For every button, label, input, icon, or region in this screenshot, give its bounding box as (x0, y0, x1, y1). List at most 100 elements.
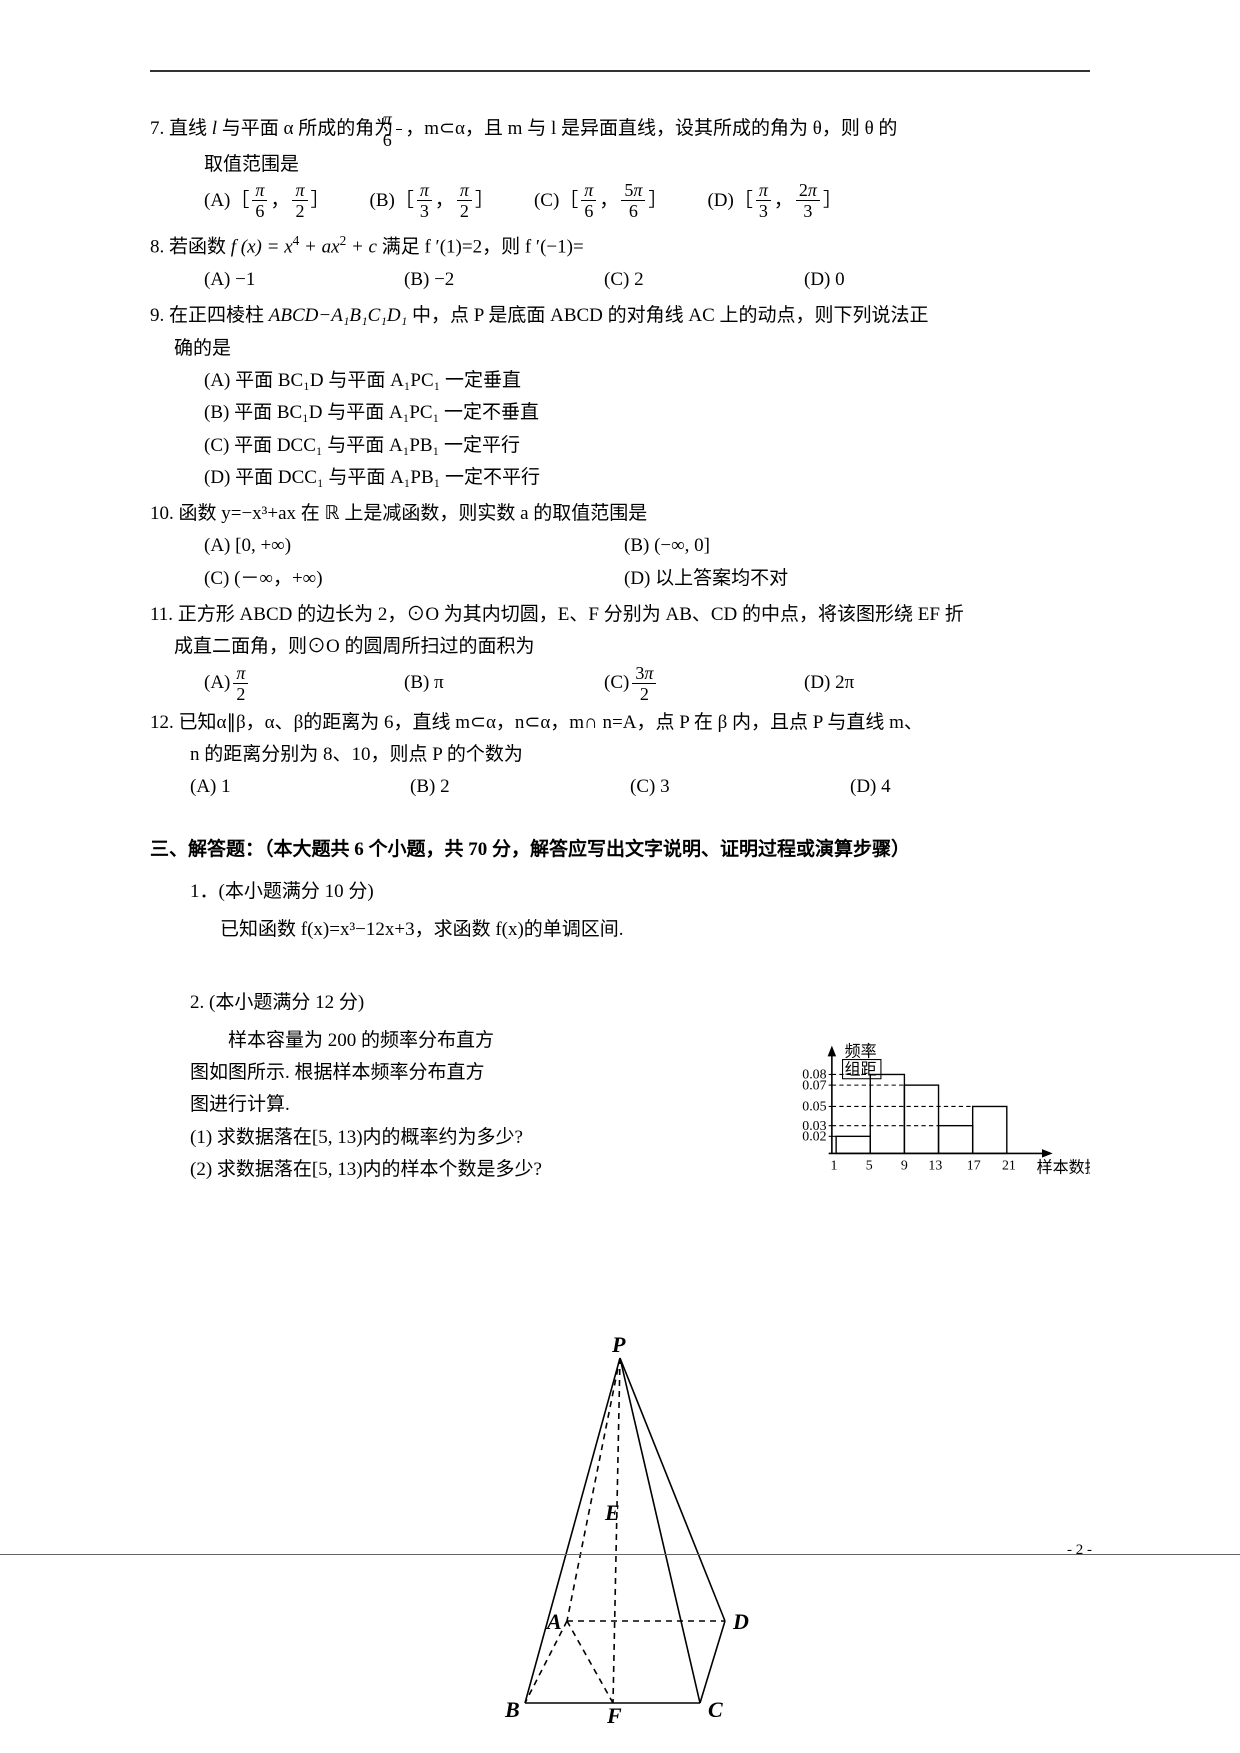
p2-l4: (1) 求数据落在[5, 13)内的概率约为多少? (190, 1122, 740, 1154)
p2-l3: 图进行计算. (190, 1089, 740, 1121)
p2-text: 样本容量为 200 的频率分布直方 图如图所示. 根据样本频率分布直方 图进行计… (190, 1025, 740, 1186)
pi: π (633, 180, 642, 200)
q11-opts: (A) π2 (B) π (C) 3π2 (D) 2π (150, 664, 1090, 703)
top-rule (150, 70, 1090, 72)
question-9: 9. 在正四棱柱 ABCD−A₁B₁C₁D₁ 中，点 P 是底面 ABCD 的对… (150, 300, 1090, 494)
svg-text:A: A (545, 1609, 562, 1634)
q10-D: (D) 以上答案均不对 (624, 563, 788, 595)
q11-b: 成直二面角，则⊙O 的圆周所扫过的面积为 (150, 631, 1090, 663)
f: 5π6 (621, 181, 645, 220)
frac-pi6: π6 (396, 110, 402, 149)
q11-a: 11. 正方形 ABCD 的边长为 2，⊙O 为其内切圆，E、F 分别为 AB、… (150, 599, 1090, 631)
svg-text:F: F (606, 1703, 622, 1728)
d: 3 (417, 201, 432, 220)
q9-stem: 9. 在正四棱柱 ABCD−A₁B₁C₁D₁ 中，点 P 是底面 ABCD 的对… (150, 300, 1090, 332)
q12-A: (A) 1 (190, 771, 370, 803)
q10-opts-2: (C) (－∞，+∞) (D) 以上答案均不对 (150, 563, 1090, 595)
c: ， (599, 185, 618, 217)
bottom-rule (0, 1554, 1240, 1555)
q10-opts-1: (A) [0, +∞) (B) (−∞, 0] (150, 530, 1090, 562)
l: (A) (204, 667, 230, 699)
svg-text:P: P (611, 1333, 626, 1357)
p1-body: 已知函数 f(x)=x³−12x+3，求函数 f(x)的单调区间. (150, 914, 1090, 946)
n: π (581, 181, 596, 201)
f: π6 (581, 181, 596, 220)
q12-a: 12. 已知α∥β，α、β的距离为 6，直线 m⊂α，n⊂α，m∩ n=A，点 … (150, 707, 1090, 739)
f: 2π3 (796, 181, 820, 220)
svg-text:13: 13 (928, 1157, 942, 1172)
svg-text:17: 17 (967, 1157, 981, 1172)
question-7: 7. 直线 l 与平面 α 所成的角为π6，m⊂α，且 m 与 l 是异面直线，… (150, 110, 1090, 220)
q7-stem: 7. 直线 l 与平面 α 所成的角为π6，m⊂α，且 m 与 l 是异面直线，… (150, 110, 1090, 149)
d: 6 (396, 130, 402, 149)
p2-l5: (2) 求数据落在[5, 13)内的样本个数是多少? (190, 1154, 740, 1186)
svg-text:9: 9 (901, 1157, 908, 1172)
t: 8. 若函数 (150, 237, 231, 258)
lbl: (A)［ (204, 185, 249, 217)
page-number: - 2 - (1067, 1538, 1092, 1564)
p2-header: 2. (本小题满分 12 分) (150, 987, 1090, 1019)
d: 2 (632, 684, 656, 703)
svg-text:0.02: 0.02 (802, 1128, 826, 1143)
f: π2 (457, 181, 472, 220)
p2-wrap: 样本容量为 200 的频率分布直方 图如图所示. 根据样本频率分布直方 图进行计… (150, 1025, 1090, 1205)
svg-text:D: D (732, 1609, 749, 1634)
f: π3 (417, 181, 432, 220)
t: 与平面 α 所成的角为 (217, 118, 393, 139)
t: 9. 在正四棱柱 (150, 305, 269, 326)
q12-C: (C) 3 (630, 771, 810, 803)
q8-C: (C) 2 (604, 264, 764, 296)
d: 6 (252, 201, 267, 220)
p2-l2: 图如图所示. 根据样本频率分布直方 (190, 1057, 740, 1089)
question-10: 10. 函数 y=−x³+ax 在 ℝ 上是减函数，则实数 a 的取值范围是 (… (150, 498, 1090, 595)
q9-A: (A) 平面 BC₁D 与平面 A₁PC₁ 一定垂直 (150, 365, 1090, 397)
c: ， (774, 185, 793, 217)
pi: π (644, 663, 653, 683)
svg-text:频率: 频率 (845, 1042, 877, 1060)
svg-text:1: 1 (831, 1157, 838, 1172)
n: 5π (621, 181, 645, 201)
pyramid-figure: PADBCEF (465, 1333, 775, 1733)
q8-stem: 8. 若函数 f (x) = x4 + ax2 + c 满足 f ′(1)=2，… (150, 230, 1090, 264)
lbl: (D)［ (707, 185, 752, 217)
question-12: 12. 已知α∥β，α、β的距离为 6，直线 m⊂α，n⊂α，m∩ n=A，点 … (150, 707, 1090, 804)
svg-text:21: 21 (1002, 1157, 1016, 1172)
q11-D: (D) 2π (804, 664, 854, 703)
q9-D: (D) 平面 DCC₁ 与平面 A₁PB₁ 一定不平行 (150, 462, 1090, 494)
n: 2π (796, 181, 820, 201)
svg-text:0.05: 0.05 (802, 1099, 826, 1114)
rb: ］ (823, 185, 842, 217)
n: π (252, 181, 267, 201)
t: 中，点 P 是底面 ABCD 的对角线 AC 上的动点，则下列说法正 (407, 305, 928, 326)
q12-b: n 的距离分别为 8、10，则点 P 的个数为 (150, 739, 1090, 771)
q9-B: (B) 平面 BC₁D 与平面 A₁PC₁ 一定不垂直 (150, 397, 1090, 429)
rb: ］ (648, 185, 667, 217)
svg-text:B: B (504, 1697, 520, 1722)
question-8: 8. 若函数 f (x) = x4 + ax2 + c 满足 f ′(1)=2，… (150, 230, 1090, 296)
q10-C: (C) (－∞，+∞) (204, 563, 484, 595)
n: π (457, 181, 472, 201)
q8-D: (D) 0 (804, 264, 845, 296)
f: π6 (252, 181, 267, 220)
q7-sub: 取值范围是 (150, 149, 1090, 181)
f: π3 (756, 181, 771, 220)
t: ，m⊂α，且 m 与 l 是异面直线，设其所成的角为 θ，则 θ 的 (405, 118, 897, 139)
n: π (756, 181, 771, 201)
f: 3π2 (632, 664, 656, 703)
q9-C: (C) 平面 DCC₁ 与平面 A₁PB₁ 一定平行 (150, 430, 1090, 462)
svg-text:组距: 组距 (845, 1060, 877, 1078)
page-content: 7. 直线 l 与平面 α 所成的角为π6，m⊂α，且 m 与 l 是异面直线，… (150, 110, 1090, 1205)
rb: ］ (311, 185, 330, 217)
svg-text:5: 5 (866, 1157, 873, 1172)
q8-B: (B) −2 (404, 264, 564, 296)
f: π2 (292, 181, 307, 220)
q8-A: (A) −1 (204, 264, 364, 296)
pi: π (808, 180, 817, 200)
d: 6 (621, 201, 645, 220)
svg-text:样本数据: 样本数据 (1037, 1158, 1090, 1176)
q11-A: (A) π2 (204, 664, 364, 703)
n: 3π (632, 664, 656, 684)
lbl: (B)［ (370, 185, 414, 217)
q10-stem: 10. 函数 y=−x³+ax 在 ℝ 上是减函数，则实数 a 的取值范围是 (150, 498, 1090, 530)
f: π2 (233, 664, 248, 703)
